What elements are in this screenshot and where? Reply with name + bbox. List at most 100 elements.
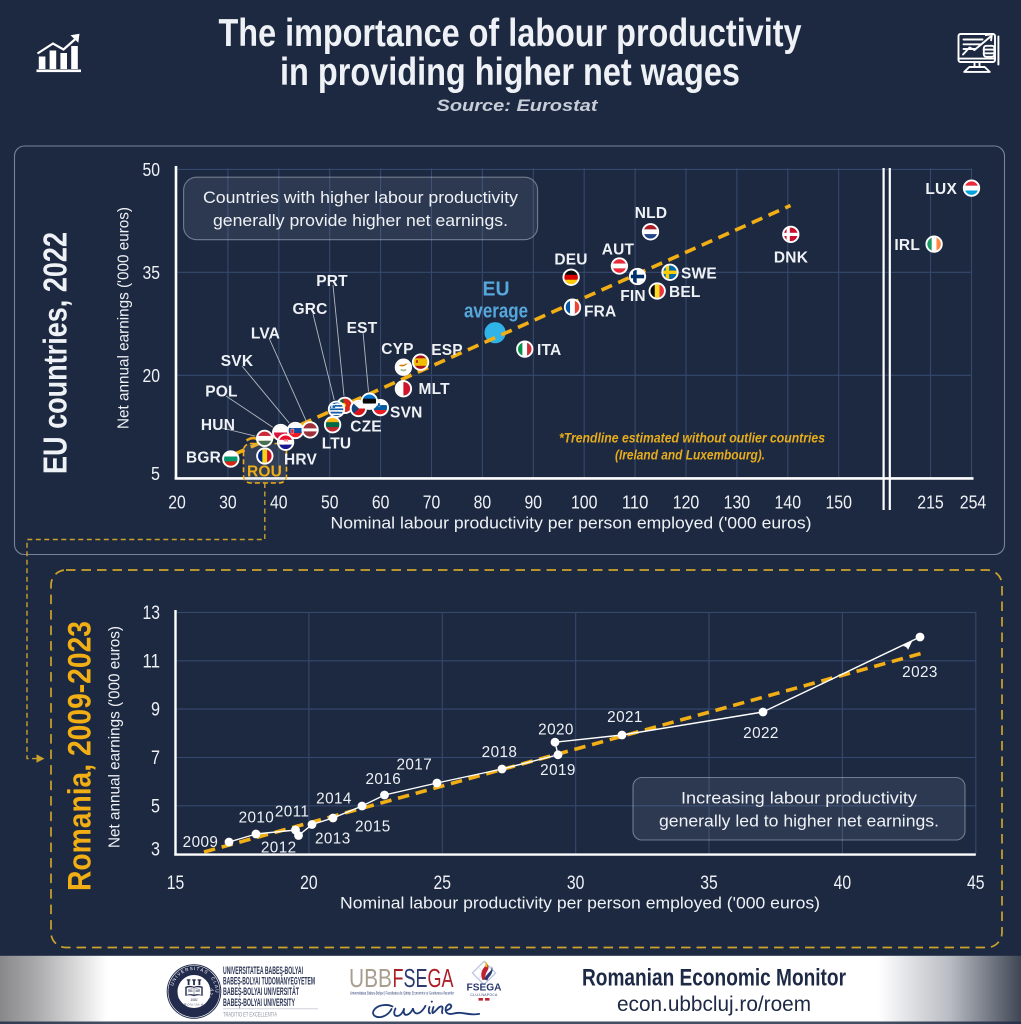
svg-text:LTU: LTU <box>322 435 352 452</box>
svg-text:CZE: CZE <box>350 419 382 436</box>
svg-text:3: 3 <box>151 840 160 861</box>
svg-text:BABEȘ-BOLYAI UNIVERSITY: BABEȘ-BOLYAI UNIVERSITY <box>223 997 295 1009</box>
svg-text:FIN: FIN <box>620 288 646 305</box>
svg-text:80: 80 <box>474 492 492 513</box>
svg-text:2010: 2010 <box>239 810 275 827</box>
svg-text:BABEȘ-BOLYAI TUDOMÁNYEGYETEM: BABEȘ-BOLYAI TUDOMÁNYEGYETEM <box>223 975 315 988</box>
svg-text:2023: 2023 <box>902 664 938 681</box>
svg-text:45: 45 <box>967 873 985 894</box>
svg-text:Romania, 2009-2023: Romania, 2009-2023 <box>62 621 98 891</box>
svg-text:60: 60 <box>372 492 390 513</box>
svg-text:254: 254 <box>960 492 987 513</box>
svg-text:2016: 2016 <box>365 771 401 788</box>
svg-text:BEL: BEL <box>669 284 701 301</box>
svg-text:EU countries, 2022: EU countries, 2022 <box>37 232 74 474</box>
svg-text:Nominal labour productivity pe: Nominal labour productivity per person e… <box>331 515 812 533</box>
svg-text:2022: 2022 <box>743 725 779 742</box>
svg-text:25: 25 <box>434 873 452 894</box>
svg-text:FRA: FRA <box>584 304 616 321</box>
svg-text:FSEGA: FSEGA <box>467 982 502 994</box>
svg-text:UNIVERSITATEA BABEȘ-BOLYAI: UNIVERSITATEA BABEȘ-BOLYAI <box>223 965 303 977</box>
svg-text:20: 20 <box>143 365 161 386</box>
svg-text:50: 50 <box>143 159 161 180</box>
svg-text:9: 9 <box>151 700 160 721</box>
svg-text:LUX: LUX <box>925 181 957 198</box>
svg-text:ITA: ITA <box>537 342 561 359</box>
svg-text:NLD: NLD <box>635 205 667 222</box>
svg-text:GRC: GRC <box>292 301 327 318</box>
svg-text:HRV: HRV <box>284 451 318 468</box>
svg-text:215: 215 <box>917 492 944 513</box>
svg-text:*Trendline estimated without o: *Trendline estimated without outlier cou… <box>559 430 825 446</box>
svg-text:CYP: CYP <box>381 341 413 358</box>
svg-text:13: 13 <box>143 603 161 624</box>
svg-text:EST: EST <box>347 320 378 337</box>
svg-text:Net annual earnings ('000 euro: Net annual earnings ('000 euros) <box>116 207 133 429</box>
svg-text:35: 35 <box>700 873 718 894</box>
svg-text:2011: 2011 <box>275 803 310 820</box>
svg-text:120: 120 <box>673 492 700 513</box>
svg-text:11: 11 <box>143 651 161 672</box>
svg-text:30: 30 <box>219 492 237 513</box>
svg-text:100: 100 <box>571 492 598 513</box>
svg-text:average: average <box>464 301 528 323</box>
svg-text:generally provide higher net e: generally provide higher net earnings. <box>213 211 508 230</box>
svg-text:140: 140 <box>775 492 802 513</box>
svg-text:2009: 2009 <box>183 834 219 851</box>
svg-text:generally led to higher net ea: generally led to higher net earnings. <box>659 812 939 831</box>
svg-text:2014: 2014 <box>316 791 352 808</box>
svg-text:35: 35 <box>143 262 161 283</box>
svg-text:LVA: LVA <box>251 326 280 343</box>
svg-text:UBB: UBB <box>349 965 392 993</box>
svg-text:2019: 2019 <box>540 762 576 779</box>
svg-text:Increasing labour productivity: Increasing labour productivity <box>681 789 918 808</box>
svg-text:SVN: SVN <box>390 405 422 422</box>
svg-text:150: 150 <box>825 492 852 513</box>
svg-text:Romanian Economic Monitor: Romanian Economic Monitor <box>582 965 846 992</box>
svg-text:30: 30 <box>567 873 585 894</box>
svg-text:AUT: AUT <box>602 242 635 259</box>
svg-text:Countries with higher labour p: Countries with higher labour productivit… <box>203 188 519 207</box>
svg-text:DNK: DNK <box>774 250 809 267</box>
svg-text:70: 70 <box>423 492 441 513</box>
svg-text:ROMANIA: ROMANIA <box>184 1002 204 1006</box>
svg-text:ROU: ROU <box>247 464 282 481</box>
svg-text:HUN: HUN <box>201 417 235 434</box>
svg-text:15: 15 <box>167 873 185 894</box>
svg-text:5: 5 <box>151 463 160 484</box>
svg-text:2020: 2020 <box>538 722 574 739</box>
svg-text:POL: POL <box>205 384 237 401</box>
svg-text:BGR: BGR <box>186 450 221 467</box>
svg-text:20: 20 <box>300 873 318 894</box>
svg-text:2012: 2012 <box>261 839 297 856</box>
svg-text:The importance of labour produ: The importance of labour productivity <box>219 12 802 55</box>
svg-text:110: 110 <box>622 492 649 513</box>
svg-text:Net annual earnings ('000 euro: Net annual earnings ('000 euros) <box>107 626 124 848</box>
svg-text:(Ireland and Luxembourg).: (Ireland and Luxembourg). <box>615 447 765 463</box>
svg-text:2017: 2017 <box>396 757 432 774</box>
svg-text:CLUJ-NAPOCA: CLUJ-NAPOCA <box>470 993 498 997</box>
svg-text:2021: 2021 <box>607 709 643 726</box>
svg-text:2013: 2013 <box>315 831 351 848</box>
svg-text:5: 5 <box>151 796 160 817</box>
svg-text:DEU: DEU <box>554 251 587 268</box>
svg-text:1581: 1581 <box>190 998 198 1002</box>
svg-text:Universitatea Babeș-Bolyai | F: Universitatea Babeș-Bolyai | Facultatea … <box>350 991 454 996</box>
svg-text:SWE: SWE <box>681 265 717 282</box>
svg-text:130: 130 <box>724 492 751 513</box>
svg-text:TRADITIO ET EXCELLENTIA: TRADITIO ET EXCELLENTIA <box>223 1012 277 1019</box>
svg-text:FSEGA: FSEGA <box>393 965 454 993</box>
svg-text:BABEȘ-BOLYAI UNIVERSITÄT: BABEȘ-BOLYAI UNIVERSITÄT <box>223 985 299 998</box>
svg-text:40: 40 <box>270 492 288 513</box>
svg-text:SVK: SVK <box>221 353 254 370</box>
svg-text:7: 7 <box>151 748 160 769</box>
svg-text:in providing higher net wages: in providing higher net wages <box>280 51 740 94</box>
svg-text:2018: 2018 <box>482 744 518 761</box>
svg-text:2015: 2015 <box>355 819 391 836</box>
svg-text:20: 20 <box>168 492 186 513</box>
svg-text:ESP: ESP <box>431 342 463 359</box>
svg-text:50: 50 <box>321 492 339 513</box>
svg-text:EU: EU <box>483 279 510 301</box>
svg-text:90: 90 <box>525 492 543 513</box>
svg-text:40: 40 <box>834 873 852 894</box>
